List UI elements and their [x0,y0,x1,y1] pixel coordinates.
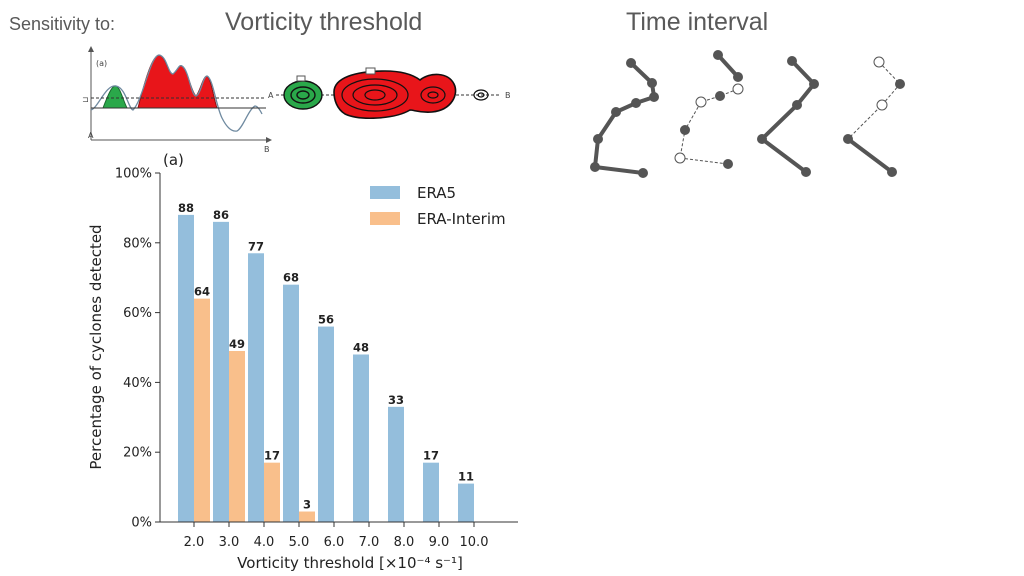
data-label-era5-3.0: 86 [213,208,229,222]
data-label-era5-6.0: 56 [318,313,334,327]
legend-label-era-interim: ERA-Interim [417,210,506,228]
time-interval-title: Time interval [626,8,769,36]
contour-green-inner [296,90,310,100]
bar-era-interim-4.0 [264,462,280,522]
data-label-era-interim-4.0: 17 [264,449,280,463]
x-tick-label: 7.0 [359,535,380,550]
chart-panel-label: (a) [163,151,184,169]
bar-era5-2.0 [178,214,194,522]
x-tick-label: 4.0 [254,535,275,550]
x-tick-label: 2.0 [184,535,205,550]
contour-red-ring-4 [420,86,446,104]
data-label-era5-5.0: 68 [283,271,299,285]
track-full-resolution [590,58,659,178]
x-tick-label: 10.0 [460,535,489,550]
contour-green-mid [290,86,316,104]
bar-era5-3.0 [213,221,229,523]
x-tick-label: 9.0 [429,535,450,550]
vorticity-threshold-title: Vorticity threshold [225,8,423,36]
y-tick-label: 0% [131,516,152,531]
bar-era5-7.0 [353,354,369,522]
contour-red-ring-1 [341,78,409,112]
x-tick-label: 8.0 [394,535,415,550]
legend-label-era5: ERA5 [417,184,456,202]
contour-label-box [296,75,306,82]
section-point-a: A [268,91,274,100]
legend-swatch-era5 [370,186,400,199]
bar-era-interim-3.0 [229,350,245,522]
data-label-era5-10.0: 11 [458,470,474,484]
contour-label-box-2 [365,67,376,75]
legend-swatch-era-interim [370,212,400,225]
track-subsampled-dashed [674,50,744,169]
x-axis-label: Vorticity threshold [×10⁻⁴ s⁻¹] [237,554,463,572]
data-label-era5-2.0: 88 [178,201,194,215]
bar-era5-6.0 [318,326,334,522]
contour-small-inner [477,92,485,98]
section-point-b: B [505,91,511,100]
contour-red-ring-2 [352,84,398,106]
y-tick-label: 60% [123,306,152,321]
inset-panel-label: (a) [96,59,107,68]
data-label-era5-4.0: 77 [248,239,264,253]
data-label-era5-9.0: 17 [423,449,439,463]
contour-red-outer [333,70,457,119]
bar-era-interim-2.0 [194,298,210,522]
y-tick-label: 100% [115,167,152,182]
x-tick-label: 5.0 [289,535,310,550]
data-label-era5-8.0: 33 [388,393,404,407]
y-tick-label: 40% [123,376,152,391]
sensitivity-label: Sensitivity to: [9,14,116,34]
inset-y-arrow [88,46,94,52]
y-tick-label: 20% [123,446,152,461]
inset-x-arrow [266,137,272,143]
y-axis-label: Percentage of cyclones detected [87,224,105,469]
bar-era5-5.0 [283,284,299,522]
bar-era5-10.0 [458,483,474,522]
legend: ERA5 ERA-Interim [370,184,506,228]
data-label-era-interim-3.0: 49 [229,337,245,351]
track-coarse-dashed [843,56,905,177]
bar-era-interim-5.0 [299,511,315,522]
x-tick-label: 3.0 [219,535,240,550]
data-label-era5-7.0: 48 [353,340,369,354]
inset-profile-curve [90,54,263,132]
inset-point-a: A [88,131,94,140]
x-tick-label: 6.0 [324,535,345,550]
inset-point-b: B [264,145,270,154]
bar-era5-4.0 [248,253,264,522]
y-tick-label: 80% [123,236,152,251]
contour-small-outer [473,89,489,101]
track-coarse-solid [757,56,819,177]
contour-red-ring-5 [427,91,439,99]
data-label-era-interim-2.0: 64 [194,285,210,299]
bar-era5-8.0 [388,406,404,522]
contour-red-ring-3 [364,89,386,101]
inset-threshold-marker: ⊐ [82,95,89,104]
data-label-era-interim-5.0: 3 [303,498,311,512]
bar-era5-9.0 [423,462,439,522]
